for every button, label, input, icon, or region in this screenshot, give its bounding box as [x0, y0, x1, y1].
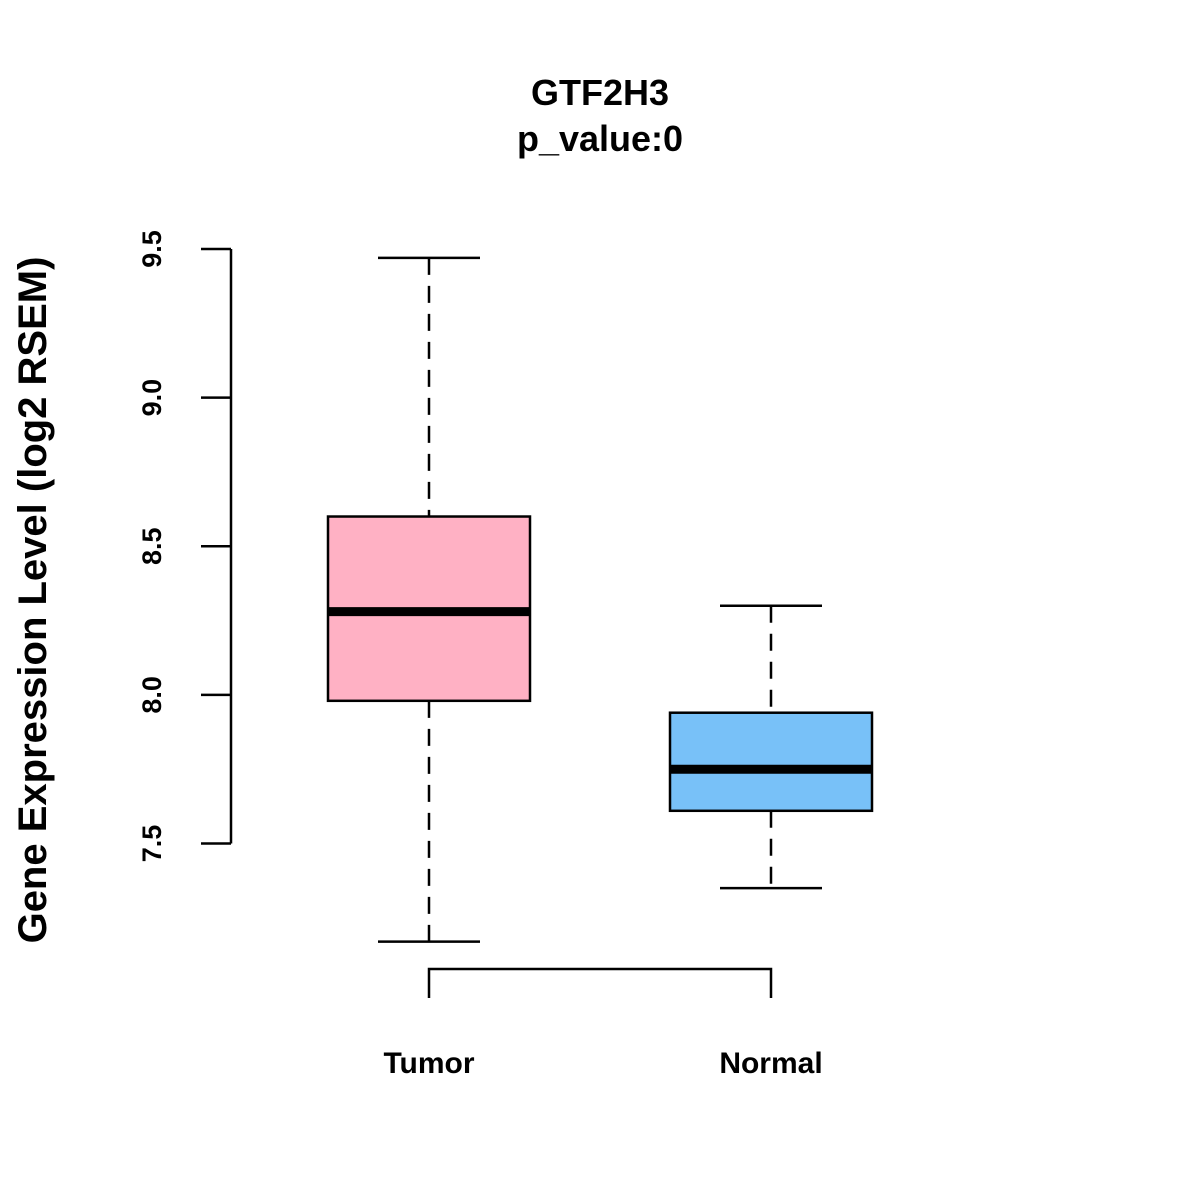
chart-title: GTF2H3 [531, 72, 669, 113]
y-axis-label: Gene Expression Level (log2 RSEM) [11, 257, 55, 944]
y-tick-label: 8.5 [137, 527, 167, 565]
chart-subtitle: p_value:0 [517, 118, 683, 159]
comparison-bracket [427, 967, 773, 998]
bracket-line [427, 967, 773, 998]
y-tick-label: 9.5 [137, 230, 167, 268]
x-category-label: Tumor [383, 1047, 474, 1080]
iqr-box [668, 711, 874, 813]
box-group [326, 256, 874, 943]
y-tick-label: 7.5 [137, 825, 167, 863]
box-normal [668, 604, 874, 890]
box-tumor [326, 256, 532, 943]
y-tick-label: 9.0 [137, 379, 167, 417]
x-category-label: Normal [719, 1047, 822, 1080]
x-axis-labels: Tumor Normal [383, 1047, 822, 1080]
y-tick-label: 8.0 [137, 676, 167, 714]
y-axis: 7.5 8.0 8.5 9.0 9.5 [137, 230, 233, 863]
